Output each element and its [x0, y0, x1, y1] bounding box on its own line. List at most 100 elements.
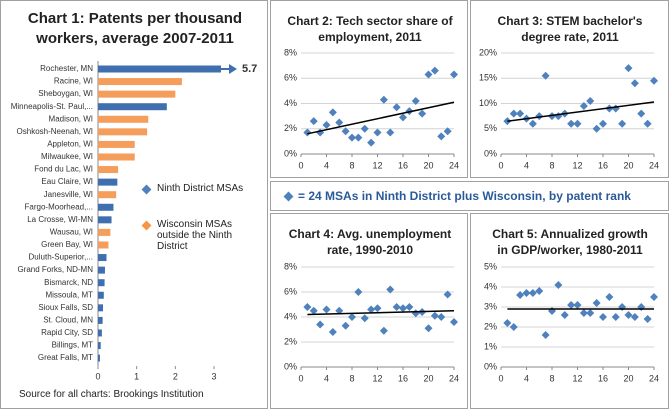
point: [503, 319, 512, 327]
y-tick-label: Eau Claire, WI: [41, 177, 93, 186]
legend-item: Ninth District MSAs: [141, 183, 256, 219]
point: [443, 290, 452, 299]
x-tick-label: 20: [423, 160, 433, 170]
y-tick-label: Wausau, WI: [50, 228, 93, 237]
x-tick-label: 16: [398, 373, 408, 383]
chart-3: 0% 5% 10% 15% 20% 0 4 8 12 16 20 24: [479, 47, 659, 170]
point: [586, 309, 595, 317]
x-tick-label: 16: [398, 160, 408, 170]
value-label: 5.7: [242, 63, 257, 75]
point: [599, 119, 607, 128]
y-tick-label: 15%: [479, 73, 497, 83]
y-tick-label: Oshkosh-Neenah, WI: [17, 127, 93, 136]
y-tick-label: 4%: [484, 281, 497, 291]
point: [579, 309, 588, 317]
x-tick-label: 0: [298, 373, 303, 383]
trend-line: [507, 101, 655, 122]
x-tick-label: 4: [524, 160, 529, 170]
bar: [98, 78, 182, 86]
y-tick-label: 0%: [484, 148, 497, 158]
point: [360, 314, 369, 323]
y-tick-label: 1%: [484, 341, 497, 351]
y-tick-label: Sheboygan, WI: [38, 89, 93, 98]
y-tick-label: La Crosse, WI-MN: [27, 215, 93, 224]
point: [579, 102, 588, 111]
point: [586, 96, 595, 105]
y-tick-label: Minneapolis-St. Paul,...: [11, 102, 93, 111]
y-tick-label: Sioux Falls, SD: [38, 303, 93, 312]
note-text: = 24 MSAs in Ninth District plus Wiscons…: [298, 189, 631, 203]
point: [541, 331, 550, 339]
y-tick-label: Duluth-Superior,...: [29, 253, 93, 262]
bar: [98, 342, 101, 350]
legend-label: Wisconsin MSAs outside the Ninth Distric…: [157, 219, 233, 252]
point: [516, 109, 525, 118]
x-tick-label: 8: [349, 373, 354, 383]
y-tick-label: Milwaukee, WI: [41, 152, 93, 161]
point: [405, 107, 414, 116]
note-marker: [283, 191, 294, 202]
bar: [98, 128, 148, 136]
x-tick-label: 24: [449, 373, 459, 383]
point: [592, 124, 601, 133]
chart-5: 0% 1% 2% 3% 4% 5% 0 4 8 12 16 20 24: [484, 261, 659, 383]
chart-2-panel: Chart 2: Tech sector share of employment…: [270, 0, 468, 178]
y-tick-label: Bismarck, ND: [44, 278, 93, 287]
y-tick-label: Rochester, MN: [40, 64, 93, 73]
point: [411, 96, 420, 105]
point: [528, 119, 537, 128]
bar: [98, 115, 149, 123]
chart-2: 0% 2% 4% 6% 8% 0 4 8 12 16 20 24: [284, 47, 459, 170]
point: [373, 304, 382, 313]
point: [443, 127, 452, 136]
y-tick-label: Fargo-Moorhead,...: [25, 202, 93, 211]
bar: [98, 279, 105, 287]
chart-title: Chart 1: Patents per thousand workers, a…: [27, 10, 243, 47]
y-tick-label: 4%: [284, 311, 297, 321]
y-tick-label: Grand Forks, ND-MN: [17, 265, 93, 274]
point: [605, 293, 614, 301]
point: [573, 119, 582, 128]
point: [341, 321, 350, 330]
bar: [98, 241, 109, 249]
x-tick-label: 8: [349, 160, 354, 170]
point: [379, 95, 388, 104]
x-tick-label: 24: [649, 160, 659, 170]
bar: [98, 329, 102, 337]
point: [618, 303, 627, 311]
x-tick-label: 8: [549, 160, 554, 170]
y-tick-label: 2%: [484, 321, 497, 331]
bar: [98, 254, 107, 262]
point: [399, 113, 407, 122]
legend-swatch: [141, 184, 152, 195]
point: [509, 323, 518, 331]
point: [450, 70, 458, 79]
x-tick-label: 2: [173, 371, 178, 381]
point: [348, 133, 356, 142]
x-tick-label: 12: [372, 373, 382, 383]
point: [405, 303, 414, 311]
trend-line: [307, 101, 455, 135]
x-tick-label: 24: [449, 160, 459, 170]
y-tick-label: 6%: [284, 286, 297, 296]
y-tick-label: Great Falls, MT: [38, 353, 93, 362]
trend-line: [307, 310, 455, 316]
x-tick-label: 12: [572, 373, 582, 383]
point: [509, 109, 518, 118]
point: [624, 64, 633, 73]
point: [637, 109, 646, 118]
x-tick-label: 16: [598, 160, 608, 170]
bar: [98, 266, 105, 274]
bar: [98, 153, 135, 161]
point: [643, 315, 652, 323]
point: [567, 301, 576, 309]
point: [611, 104, 620, 113]
y-tick-label: 20%: [479, 47, 497, 57]
point: [599, 313, 607, 321]
point: [630, 79, 639, 88]
point: [592, 299, 601, 307]
point: [354, 133, 363, 142]
y-tick-label: 8%: [284, 261, 297, 271]
x-tick-label: 0: [498, 373, 503, 383]
point: [418, 109, 427, 118]
